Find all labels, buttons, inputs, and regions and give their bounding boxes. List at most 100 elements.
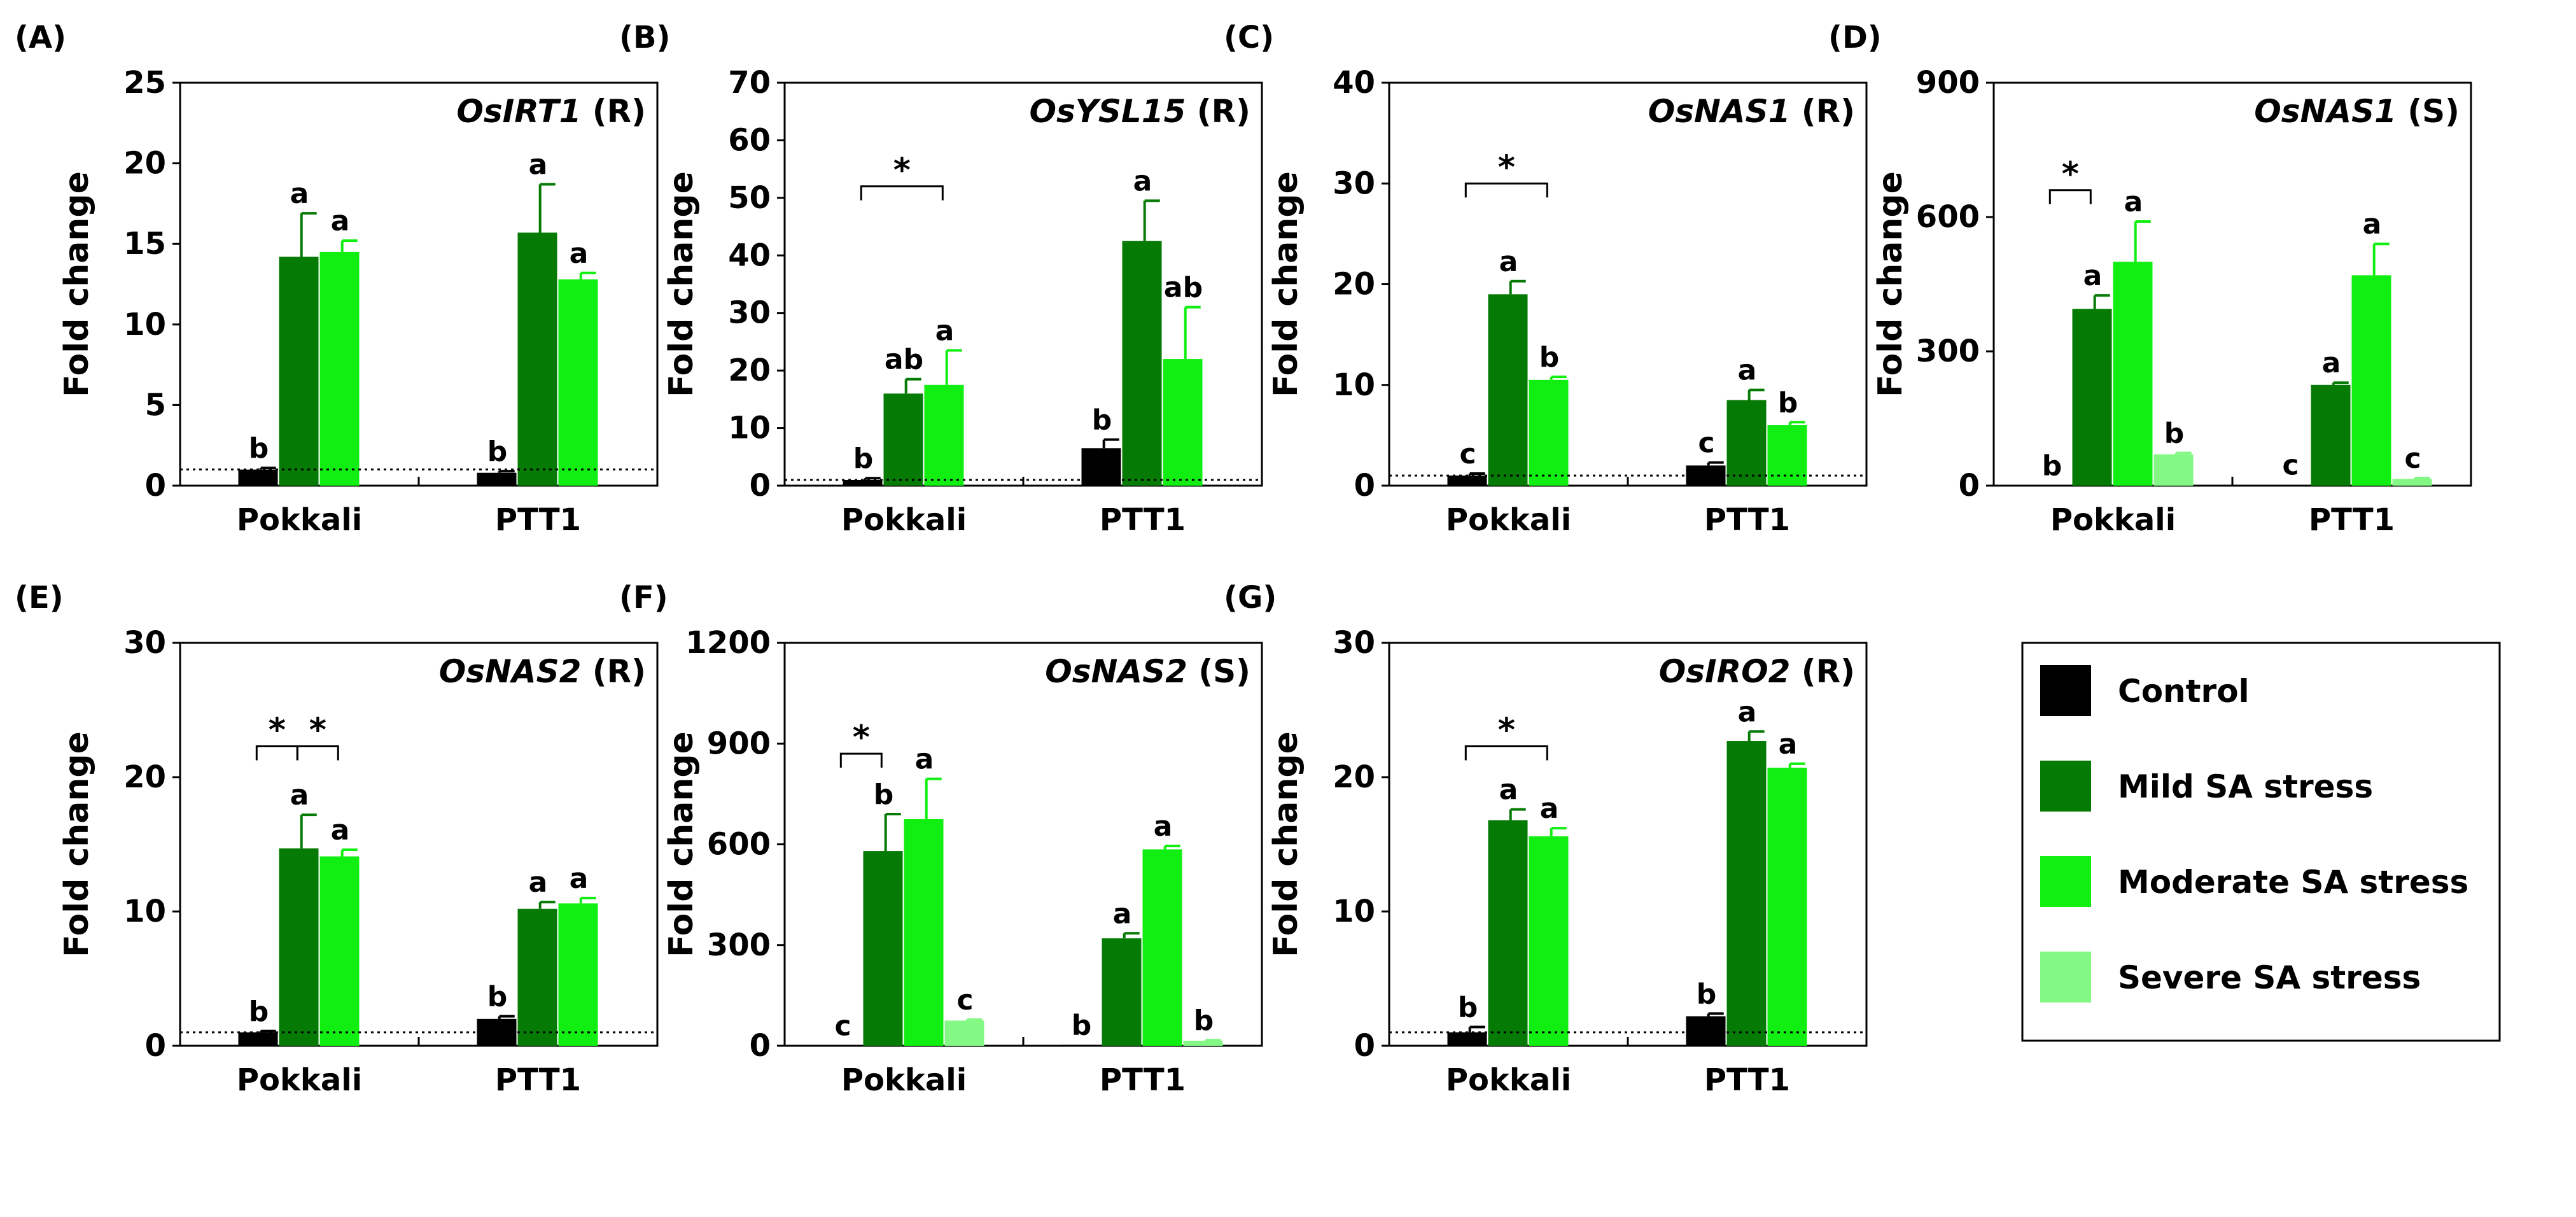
tissue-suffix: (S) <box>1187 653 1250 690</box>
significance-bracket <box>1464 182 1548 198</box>
significance-letter: a <box>529 866 548 899</box>
y-tick-label: 0 <box>1959 468 1980 503</box>
bar <box>1767 768 1807 1046</box>
y-tick-label: 40 <box>1333 65 1375 101</box>
y-tick-label: 70 <box>728 65 771 101</box>
legend-swatch <box>2040 856 2091 907</box>
x-tick-label: Pokkali <box>237 502 362 538</box>
y-tick-label: 50 <box>728 180 771 216</box>
bar <box>558 279 598 486</box>
panel-letter: (B) <box>619 20 670 55</box>
y-tick-label: 0 <box>750 468 771 503</box>
significance-star: * <box>269 711 286 749</box>
y-tick-label: 20 <box>1333 267 1375 302</box>
gene-title: OsIRT1 (R) <box>456 93 646 130</box>
significance-letter: b <box>1697 978 1717 1010</box>
significance-letter: a <box>1738 696 1757 728</box>
bar <box>2270 484 2310 486</box>
bar <box>1767 425 1807 486</box>
bar <box>1183 1041 1223 1046</box>
legend-box <box>2021 642 2501 1042</box>
bar <box>944 1020 984 1046</box>
y-tick-label: 10 <box>728 411 771 446</box>
bar <box>904 819 944 1046</box>
bar <box>558 903 598 1046</box>
y-axis-label: Fold change <box>1872 171 1910 397</box>
panel-letter: (C) <box>1224 20 1274 55</box>
bar <box>1447 1032 1487 1046</box>
gene-title: OsNAS1 (R) <box>1648 93 1855 130</box>
significance-letter: a <box>1133 165 1152 197</box>
y-tick-label: 300 <box>1916 334 1980 369</box>
bar <box>883 393 923 486</box>
y-tick-label: 600 <box>707 827 771 862</box>
bar <box>1529 836 1569 1046</box>
x-tick-label: PTT1 <box>2309 502 2395 538</box>
y-axis-label: Fold change <box>1267 731 1305 957</box>
chart-panel: (E) 0 10 20 30 Fold change OsNAS2 (R) Pokkali PT… <box>15 580 659 1098</box>
significance-letter: a <box>290 779 309 812</box>
significance-letter: c <box>2282 449 2299 482</box>
panel-letter: (D) <box>1828 20 1882 55</box>
bar <box>238 469 278 486</box>
gene-title: OsNAS2 (S) <box>1045 653 1250 690</box>
legend: Control Mild SA stress Moderate SA stress S… <box>2021 642 2501 1042</box>
significance-bracket <box>2048 189 2092 204</box>
bar <box>477 1018 517 1046</box>
bar <box>1163 359 1203 486</box>
significance-star: * <box>893 151 911 190</box>
significance-letter: ab <box>1164 272 1203 304</box>
y-axis-label: Fold change <box>58 171 96 397</box>
bar <box>1488 820 1528 1046</box>
bar <box>1142 849 1182 1046</box>
bar <box>1488 294 1528 486</box>
significance-letter: a <box>331 814 350 847</box>
significance-bracket <box>1464 745 1548 761</box>
gene-name: OsNAS2 <box>1045 653 1187 690</box>
significance-letter: c <box>1698 427 1714 460</box>
y-tick-label: 900 <box>707 726 771 761</box>
significance-letter: a <box>1540 792 1559 825</box>
bar <box>1081 448 1121 486</box>
y-tick-label: 10 <box>123 307 166 342</box>
x-tick-label: PTT1 <box>495 502 581 538</box>
bar <box>1529 379 1569 486</box>
significance-bracket <box>296 745 339 761</box>
significance-letter: b <box>249 432 269 465</box>
significance-letter: b <box>853 442 874 475</box>
bar <box>1102 938 1142 1046</box>
significance-star: * <box>1498 148 1515 186</box>
bar <box>517 232 557 486</box>
significance-letter: a <box>570 862 589 895</box>
significance-letter: b <box>1072 1009 1092 1041</box>
significance-letter: b <box>1092 404 1112 437</box>
bar <box>1726 741 1767 1046</box>
gene-name: OsIRO2 <box>1659 653 1791 690</box>
y-axis-label: Fold change <box>662 171 701 397</box>
tissue-suffix: (S) <box>2397 93 2460 130</box>
significance-letter: a <box>1113 897 1132 930</box>
gene-name: OsNAS2 <box>439 653 582 690</box>
bar <box>843 479 883 486</box>
plot-frame <box>1992 81 2472 487</box>
significance-letter: a <box>915 743 934 776</box>
gene-name: OsIRT1 <box>456 93 581 130</box>
y-tick-label: 0 <box>750 1028 771 1064</box>
bar <box>238 1032 278 1046</box>
significance-letter: a <box>2083 260 2103 292</box>
y-tick-label: 20 <box>1333 759 1375 795</box>
panel-letter: (G) <box>1224 580 1277 616</box>
significance-star: * <box>2062 155 2079 193</box>
y-tick-label: 600 <box>1916 199 1980 235</box>
panel-letter: (F) <box>619 580 668 616</box>
bar <box>477 472 517 486</box>
significance-letter: a <box>1154 810 1173 843</box>
gene-name: OsNAS1 <box>1648 93 1791 130</box>
y-axis-label: Fold change <box>58 731 96 957</box>
x-tick-label: Pokkali <box>1446 1062 1571 1098</box>
y-tick-label: 0 <box>1354 1028 1375 1064</box>
tissue-suffix: (R) <box>1790 93 1855 130</box>
significance-letter: a <box>1499 774 1518 806</box>
significance-star: * <box>853 719 870 757</box>
